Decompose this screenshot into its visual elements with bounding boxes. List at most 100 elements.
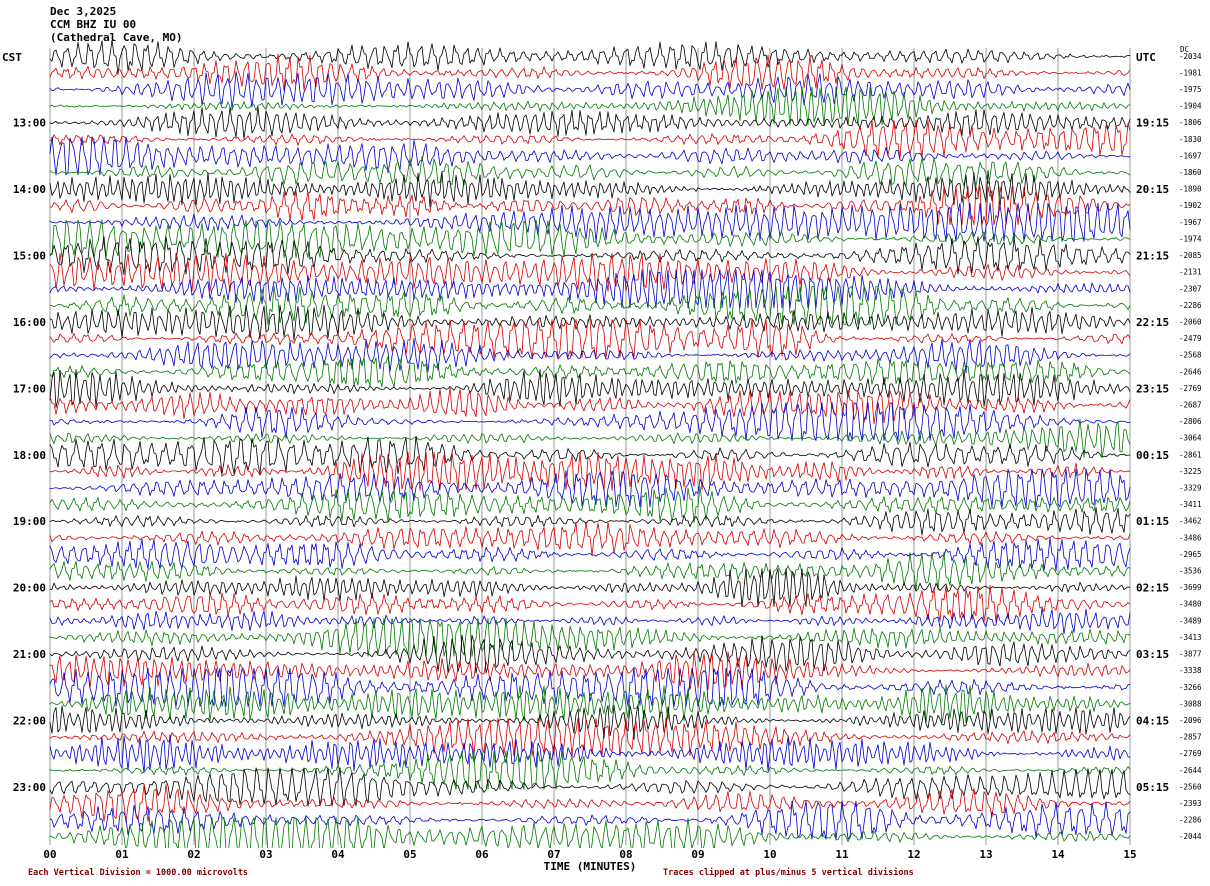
dc-value: -3489 xyxy=(1179,616,1202,625)
trace-row-2000 xyxy=(49,568,1131,607)
dc-value: -3225 xyxy=(1179,467,1202,476)
x-tick-label: 11 xyxy=(835,848,849,861)
dc-value: -2806 xyxy=(1179,417,1202,426)
x-tick-label: 10 xyxy=(763,848,776,861)
utc-label: 03:15 xyxy=(1136,648,1169,661)
x-tick-label: 06 xyxy=(475,848,489,861)
dc-value: -2307 xyxy=(1179,284,1202,293)
dc-value: -2479 xyxy=(1179,334,1202,343)
dc-value: -2769 xyxy=(1179,384,1202,393)
footnote-vertical-division: Each Vertical Division = 1000.00 microvo… xyxy=(28,867,248,878)
title-station: CCM BHZ IU 00 xyxy=(50,18,136,31)
x-tick-label: 03 xyxy=(259,848,272,861)
trace-row-2130 xyxy=(49,667,1131,707)
cst-label: 22:00 xyxy=(13,714,46,727)
dc-value: -3411 xyxy=(1179,500,1202,509)
trace-row-1900 xyxy=(49,507,1131,536)
trace-row-1930 xyxy=(49,537,1131,572)
cst-label: 23:00 xyxy=(13,781,46,794)
trace-row-1430 xyxy=(49,202,1131,242)
utc-label: 21:15 xyxy=(1136,250,1169,263)
trace-row-1845 xyxy=(49,486,1131,524)
trace-row-1445 xyxy=(49,219,1131,259)
trace-row-1500 xyxy=(49,236,1131,275)
minute-gridlines xyxy=(49,48,1131,845)
trace-row-1200 xyxy=(49,40,1131,75)
dc-value: -2857 xyxy=(1179,733,1202,742)
dc-column-header: DC xyxy=(1180,45,1189,54)
dc-value: -2646 xyxy=(1179,367,1202,376)
cst-label: 15:00 xyxy=(13,250,46,263)
dc-offset-values: -2034 -1981 -1975 -1904 -1806 -1830 -1697 -1860… xyxy=(1179,52,1202,841)
dc-value: -2286 xyxy=(1179,816,1202,825)
left-axis-header: CST xyxy=(2,51,22,64)
trace-row-1945 xyxy=(49,551,1131,591)
trace-row-1415 xyxy=(49,186,1131,226)
x-tick-label: 01 xyxy=(115,848,129,861)
dc-value: -2560 xyxy=(1179,782,1202,791)
cst-label: 13:00 xyxy=(13,117,46,130)
x-tick-label: 04 xyxy=(331,848,345,861)
trace-row-1745 xyxy=(49,418,1131,458)
dc-value: -3064 xyxy=(1179,434,1202,443)
dc-value: -3699 xyxy=(1179,583,1202,592)
trace-row-2030 xyxy=(49,608,1131,635)
dc-value: -1967 xyxy=(1179,218,1202,227)
trace-row-1800 xyxy=(49,435,1131,475)
cst-label: 17:00 xyxy=(13,382,46,395)
trace-row-1530 xyxy=(49,269,1131,309)
x-axis-title: TIME (MINUTES) xyxy=(544,860,637,873)
dc-value: -2769 xyxy=(1179,749,1202,758)
utc-label: 05:15 xyxy=(1136,781,1169,794)
dc-value: -2861 xyxy=(1179,450,1202,459)
utc-label: 20:15 xyxy=(1136,183,1169,196)
dc-value: -1830 xyxy=(1179,135,1202,144)
trace-rows xyxy=(49,40,1131,848)
x-tick-label: 09 xyxy=(691,848,704,861)
utc-hour-labels: 19:15 20:15 21:15 22:15 23:15 00:15 01:15 02:15… xyxy=(1136,117,1169,794)
trace-row-1315 xyxy=(49,119,1131,159)
trace-row-1645 xyxy=(49,356,1131,388)
dc-value: -2044 xyxy=(1179,832,1202,841)
dc-value: -2687 xyxy=(1179,400,1202,409)
trace-row-2100 xyxy=(49,634,1131,674)
dc-value: -3462 xyxy=(1179,517,1202,526)
x-tick-label: 13 xyxy=(979,848,992,861)
trace-row-1545 xyxy=(49,286,1131,325)
trace-row-2300 xyxy=(49,767,1131,807)
trace-row-1615 xyxy=(49,319,1131,358)
trace-row-1400 xyxy=(49,170,1131,209)
trace-row-2330 xyxy=(49,800,1131,840)
dc-value: -1902 xyxy=(1179,201,1202,210)
utc-label: 02:15 xyxy=(1136,582,1169,595)
cst-label: 21:00 xyxy=(13,648,46,661)
x-tick-label: 14 xyxy=(1051,848,1065,861)
dc-value: -3413 xyxy=(1179,633,1202,642)
dc-value: -2034 xyxy=(1179,52,1202,61)
trace-row-1715 xyxy=(49,387,1131,425)
dc-value: -1974 xyxy=(1179,234,1202,243)
dc-value: -2965 xyxy=(1179,550,1202,559)
dc-value: -2568 xyxy=(1179,351,1202,360)
trace-row-2145 xyxy=(49,684,1131,724)
dc-value: -2096 xyxy=(1179,716,1202,725)
dc-value: -3486 xyxy=(1179,533,1202,542)
x-axis-tick-labels: 00 01 02 03 04 05 06 07 08 09 10 11 12 13 14 15 xyxy=(43,848,1136,861)
utc-label: 23:15 xyxy=(1136,382,1169,395)
dc-value: -3338 xyxy=(1179,666,1202,675)
dc-value: -3329 xyxy=(1179,484,1202,493)
dc-value: -2644 xyxy=(1179,766,1202,775)
dc-value: -3088 xyxy=(1179,699,1202,708)
cst-label: 20:00 xyxy=(13,582,46,595)
dc-value: -3877 xyxy=(1179,650,1202,659)
dc-value: -1697 xyxy=(1179,151,1202,160)
dc-value: -2060 xyxy=(1179,317,1202,326)
x-tick-label: 12 xyxy=(907,848,920,861)
trace-row-2115 xyxy=(49,651,1131,691)
cst-label: 18:00 xyxy=(13,449,46,462)
dc-value: -2085 xyxy=(1179,251,1202,260)
dc-value: -1904 xyxy=(1179,102,1202,111)
trace-row-1300 xyxy=(49,106,1131,140)
trace-row-2045 xyxy=(49,618,1131,657)
